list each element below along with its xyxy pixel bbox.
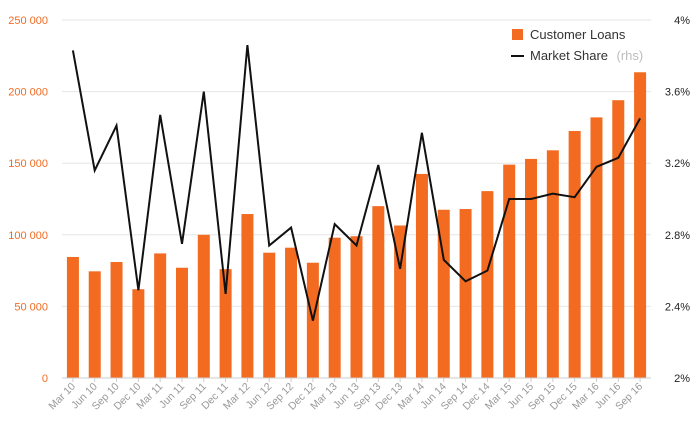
bar-customer-loans (568, 130, 581, 378)
bar-customer-loans (459, 209, 472, 378)
bar-customer-loans (590, 117, 603, 378)
bar-customer-loans (350, 236, 363, 378)
bar-customer-loans (197, 234, 210, 378)
legend: Customer Loans Market Share (rhs) (511, 27, 643, 64)
axes-layer: 0 50 000 100 000 150 000 200 000 250 000 2% 2.4… (8, 15, 690, 413)
y-left-tick-label: 250 000 (8, 15, 48, 27)
y-left-tick-label: 200 000 (8, 87, 48, 99)
y-right-tick-label: 4% (674, 15, 690, 27)
bar-customer-loans (175, 267, 188, 378)
bar-customer-loans (132, 289, 145, 378)
y-left-tick-label: 0 (42, 373, 48, 385)
y-right-tick-label: 2.4% (665, 301, 690, 313)
legend-label-market-share: Market Share (rhs) (530, 47, 643, 64)
bar-customer-loans (612, 100, 625, 378)
bar-customer-loans (285, 247, 298, 378)
bar-customer-loans (154, 253, 167, 378)
bar-customer-loans (372, 206, 385, 378)
bar-customer-loans (481, 191, 494, 378)
bar-customer-loans (110, 262, 123, 378)
bar-customer-loans (415, 173, 428, 378)
bar-customer-loans (634, 72, 647, 378)
bar-customer-loans (88, 271, 101, 378)
bar-customer-loans (66, 256, 79, 378)
legend-market-share-suffix: (rhs) (617, 48, 644, 63)
bar-customer-loans (263, 252, 276, 378)
bar-customer-loans (394, 225, 407, 378)
bars-layer (66, 72, 647, 378)
y-left-tick-label: 100 000 (8, 230, 48, 242)
bar-customer-loans (546, 150, 559, 378)
y-right-tick-label: 3.2% (665, 158, 690, 170)
legend-swatch-customer-loans (512, 29, 523, 40)
legend-label-customer-loans: Customer Loans (530, 27, 626, 42)
y-right-tick-label: 2% (674, 373, 690, 385)
y-left-tick-label: 50 000 (14, 301, 48, 313)
bar-customer-loans (525, 158, 538, 378)
bar-customer-loans (241, 214, 254, 378)
bar-customer-loans (219, 269, 232, 378)
bar-customer-loans (328, 237, 341, 378)
y-left-tick-label: 150 000 (8, 158, 48, 170)
line-layer (71, 44, 641, 321)
legend-market-share-name: Market Share (530, 48, 608, 63)
y-right-tick-label: 2.8% (665, 230, 690, 242)
bar-customer-loans (437, 209, 450, 378)
bar-customer-loans (503, 164, 516, 378)
y-right-tick-label: 3.6% (665, 87, 690, 99)
line-market-share (71, 44, 641, 321)
